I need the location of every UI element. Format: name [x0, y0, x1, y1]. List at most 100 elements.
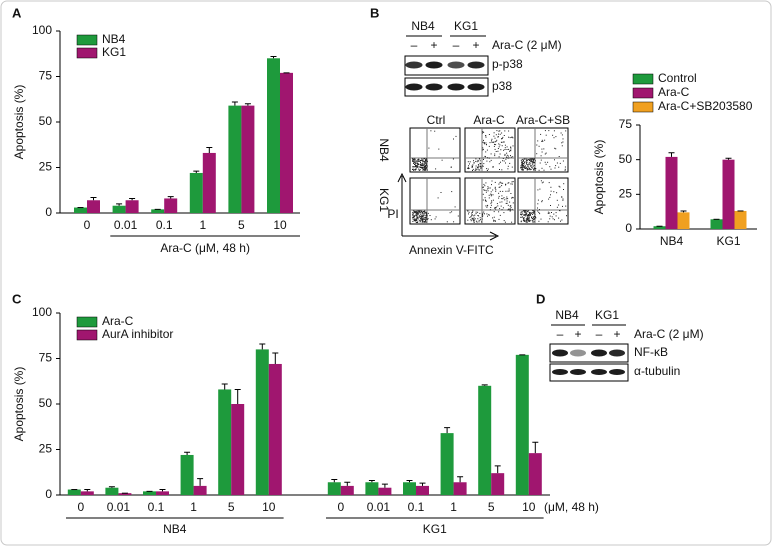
- flow-dot: [475, 167, 477, 169]
- flow-dot: [540, 155, 542, 157]
- flow-dot: [418, 213, 420, 215]
- flow-dot: [524, 167, 526, 169]
- flow-dot: [547, 221, 549, 223]
- flow-dot: [499, 181, 501, 183]
- flow-dot: [429, 215, 431, 216]
- flow-dot: [475, 169, 477, 171]
- flow-dot: [468, 211, 470, 213]
- flow-dot: [473, 221, 475, 223]
- flow-dot: [440, 192, 442, 193]
- bar: [340, 485, 354, 495]
- flow-dot: [490, 202, 492, 204]
- flow-dot: [510, 148, 512, 150]
- flow-dot: [485, 144, 487, 145]
- flow-dot: [482, 147, 484, 149]
- flow-dot: [511, 197, 513, 199]
- flow-dot: [476, 169, 478, 171]
- flow-dot: [498, 197, 500, 199]
- flow-dot: [479, 166, 481, 168]
- flow-dot: [482, 186, 484, 188]
- flow-dot: [423, 218, 425, 220]
- flow-dot: [425, 211, 427, 213]
- flow-dot: [523, 219, 525, 221]
- flow-dot: [528, 166, 530, 168]
- flow-dot: [414, 219, 416, 221]
- flow-dot: [472, 219, 474, 221]
- flow-dot: [418, 216, 420, 218]
- flow-dot: [413, 220, 415, 221]
- flow-dot: [525, 167, 527, 169]
- error-bar: [368, 479, 375, 483]
- flow-dot: [564, 166, 566, 168]
- flow-dot: [486, 160, 488, 162]
- flow-dot: [434, 130, 436, 132]
- error-bar: [419, 482, 426, 486]
- flow-dot: [532, 220, 534, 222]
- flow-dot: [424, 160, 426, 162]
- flow-dot: [559, 210, 561, 212]
- flow-dot: [422, 216, 424, 218]
- flow-dot: [422, 160, 424, 162]
- flow-dot: [428, 147, 430, 149]
- flow-dot: [555, 212, 557, 214]
- flow-dot: [553, 137, 555, 139]
- flow-dot: [412, 169, 413, 170]
- blot-box: [549, 343, 629, 363]
- group-label: NB4: [163, 522, 187, 536]
- flow-dot: [556, 206, 558, 208]
- flow-dot: [501, 138, 502, 140]
- flow-dot: [477, 211, 479, 213]
- flow-dot: [423, 168, 424, 170]
- flow-dot: [521, 158, 523, 160]
- flow-dot: [530, 160, 532, 162]
- flow-dot: [414, 158, 416, 160]
- flow-dot: [413, 216, 415, 217]
- flow-dot: [503, 149, 505, 151]
- flow-dot: [523, 217, 524, 219]
- flow-dot: [506, 156, 507, 158]
- flow-dot: [523, 162, 525, 164]
- error-bar: [344, 481, 351, 486]
- quadrant: [410, 128, 460, 172]
- flow-dot: [503, 141, 505, 143]
- flow-dot: [495, 144, 497, 146]
- flow-dot: [545, 163, 547, 165]
- flow-dot: [496, 203, 498, 205]
- flow-dot: [471, 212, 473, 214]
- flow-dot: [484, 142, 486, 144]
- flow-dot: [485, 191, 487, 193]
- flow-dot: [483, 163, 485, 165]
- flow-dot: [529, 212, 531, 214]
- flow-dot: [533, 159, 535, 160]
- flow-dot: [521, 161, 523, 163]
- flow-dot: [475, 165, 477, 167]
- flow-dot: [522, 168, 524, 170]
- flow-dot: [424, 168, 426, 170]
- flow-dot: [483, 189, 485, 191]
- band-label: NF-κB: [634, 345, 668, 359]
- flow-dot: [541, 201, 543, 203]
- x-tick-label: 5: [228, 500, 235, 514]
- flow-dot: [539, 213, 541, 215]
- flow-dot: [475, 213, 477, 215]
- flow-dot: [482, 214, 484, 216]
- flow-dot: [426, 215, 428, 217]
- error-bar: [494, 465, 501, 474]
- flow-dot: [503, 135, 505, 136]
- flow-dot: [512, 181, 514, 183]
- flow-dot: [560, 220, 561, 222]
- flow-dot: [487, 188, 489, 190]
- flow-dot: [498, 186, 500, 188]
- y-axis-label: Apoptosis (%): [12, 367, 26, 442]
- flow-dot: [492, 217, 494, 219]
- flow-dot: [469, 163, 470, 165]
- flow-dot: [497, 205, 499, 207]
- flow-dot: [416, 166, 418, 168]
- bar: [241, 105, 255, 213]
- blot-band: [447, 83, 465, 91]
- flow-dot: [426, 161, 428, 163]
- flow-dot: [477, 164, 479, 166]
- flow-dot: [498, 133, 499, 135]
- flow-dot: [487, 168, 489, 170]
- flow-dot: [559, 162, 561, 164]
